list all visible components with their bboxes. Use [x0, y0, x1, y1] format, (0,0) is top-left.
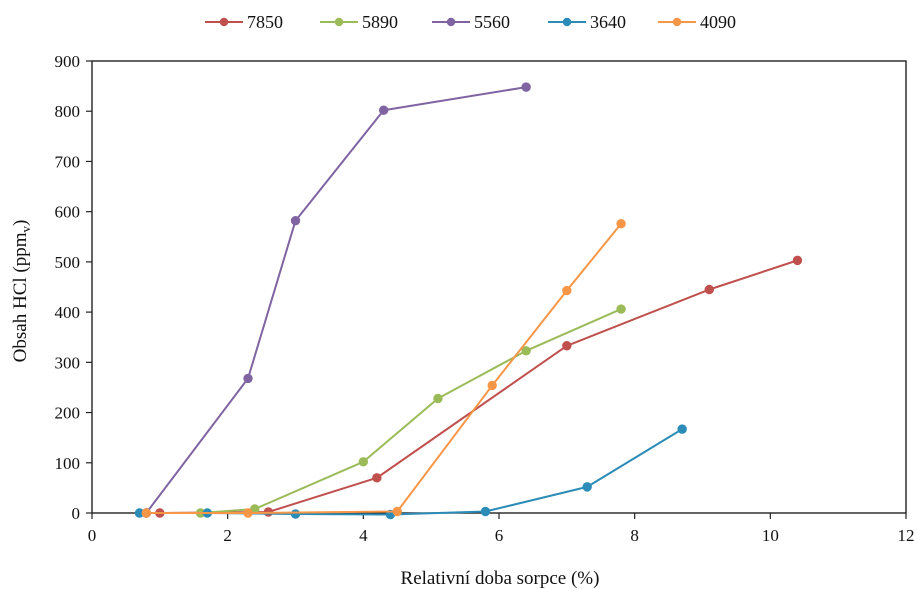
- series-3640: [134, 424, 687, 520]
- data-point-5890: [433, 393, 443, 404]
- x-axis-title: Relativní doba sorpce (%): [401, 568, 600, 589]
- data-point-3640: [677, 424, 687, 434]
- x-tick-label: 10: [762, 526, 779, 545]
- legend-label: 5560: [474, 12, 510, 32]
- series-line-4090: [146, 223, 622, 514]
- x-tick-label: 8: [630, 526, 639, 545]
- x-tick-label: 2: [223, 526, 232, 545]
- legend-item-5890: 5890: [320, 12, 398, 32]
- data-point-4090: [243, 508, 253, 518]
- legend-label: 7850: [247, 12, 283, 32]
- series-5560: [141, 82, 531, 518]
- x-tick-label: 6: [495, 526, 504, 545]
- y-tick-label: 200: [55, 404, 81, 423]
- y-axis-title: Obsah HCl (ppmv): [10, 220, 33, 363]
- data-point-3640: [480, 506, 491, 517]
- data-point-4090: [487, 380, 497, 391]
- series-line-5560: [145, 86, 527, 514]
- legend-item-7850: 7850: [205, 12, 283, 32]
- y-axis-title-end: ): [10, 220, 31, 226]
- plot-frame: [91, 60, 907, 514]
- legend-swatch-marker: [562, 17, 572, 27]
- data-point-7850: [372, 473, 382, 483]
- legend-item-4090: 4090: [658, 12, 736, 32]
- data-point-3640: [290, 509, 301, 519]
- data-point-4090: [616, 219, 626, 229]
- legend-swatch-marker: [672, 17, 682, 27]
- legend-label: 3640: [590, 12, 626, 32]
- data-point-5560: [243, 373, 253, 384]
- x-tick-label: 0: [88, 526, 97, 545]
- data-point-4090: [141, 508, 151, 518]
- series-line-7850: [146, 259, 798, 514]
- y-tick-label: 600: [55, 203, 81, 222]
- data-point-7850: [704, 284, 714, 295]
- y-axis-title-subscript: v: [18, 226, 33, 233]
- legend-swatch-marker: [334, 17, 344, 27]
- legend-swatch-marker: [446, 17, 456, 27]
- data-point-5890: [616, 304, 626, 314]
- legend-item-5560: 5560: [432, 12, 510, 32]
- data-point-3640: [582, 482, 592, 492]
- data-point-5560: [290, 216, 301, 226]
- data-point-4090: [562, 285, 572, 296]
- x-axis-ticks: 0 2 4 6 8 10 12: [88, 513, 915, 545]
- legend-label: 5890: [362, 12, 398, 32]
- series-group: [134, 82, 803, 520]
- legend-label: 4090: [700, 12, 736, 32]
- data-point-5560: [521, 82, 531, 92]
- y-tick-label: 0: [72, 504, 81, 523]
- legend-item-3640: 3640: [548, 12, 626, 32]
- x-tick-label: 12: [898, 526, 915, 545]
- legend-swatch-marker: [219, 17, 229, 27]
- data-point-5560: [378, 105, 389, 115]
- y-tick-label: 900: [55, 52, 81, 71]
- legend: 7850 5890 5560 3640 4090: [205, 12, 736, 32]
- y-tick-label: 100: [55, 454, 81, 473]
- data-point-7850: [562, 341, 572, 351]
- data-point-5890: [358, 457, 369, 467]
- y-axis-ticks: 0 100 200 300 400 500 600 700 800 900: [55, 52, 92, 523]
- series-4090: [141, 219, 626, 518]
- y-tick-label: 400: [55, 303, 81, 322]
- series-line-5890: [146, 308, 622, 514]
- series-5890: [141, 304, 626, 518]
- y-tick-label: 500: [55, 253, 81, 272]
- y-tick-label: 300: [55, 353, 81, 372]
- plot-area: [91, 60, 907, 514]
- y-tick-label: 700: [55, 152, 81, 171]
- x-tick-label: 4: [359, 526, 368, 545]
- series-line-3640: [139, 428, 683, 516]
- y-axis-title-main: Obsah HCl (ppm: [10, 232, 31, 362]
- data-point-7850: [792, 255, 803, 266]
- y-tick-label: 800: [55, 102, 81, 121]
- data-point-5890: [521, 346, 531, 356]
- data-point-4090: [392, 506, 402, 517]
